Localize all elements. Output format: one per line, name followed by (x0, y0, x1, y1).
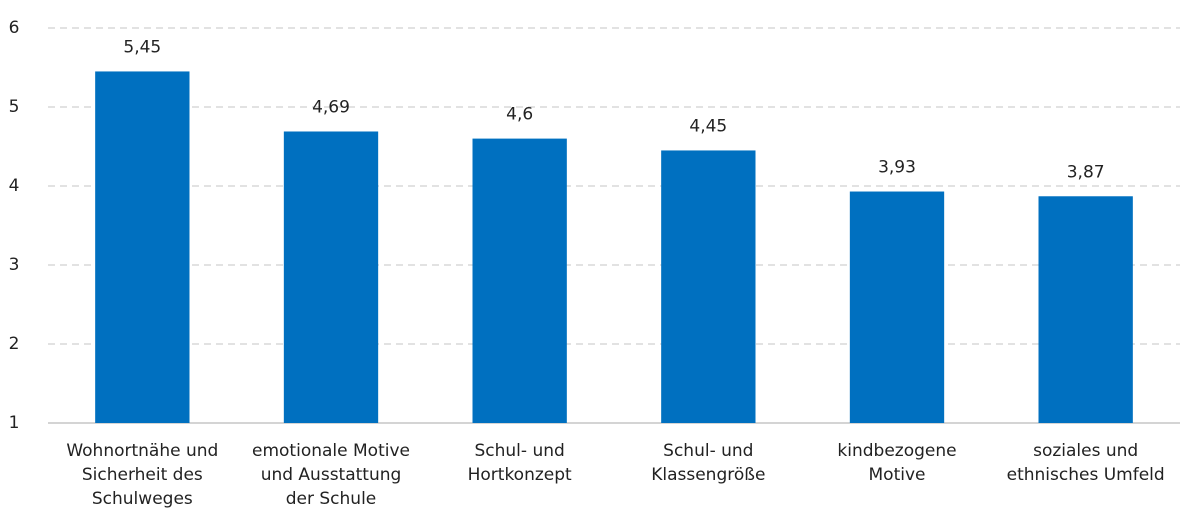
y-tick-label: 3 (9, 255, 20, 275)
y-tick-label: 2 (9, 334, 20, 354)
bar (95, 71, 190, 423)
y-tick-label: 6 (9, 18, 20, 38)
y-tick-label: 5 (9, 97, 20, 117)
bar (472, 138, 567, 423)
data-label: 4,6 (506, 105, 533, 125)
x-tick-label: Wohnortnähe und Sicherheit des Schulwege… (66, 441, 219, 509)
data-label: 4,45 (689, 116, 727, 136)
data-label: 4,69 (312, 97, 350, 117)
bar (283, 131, 379, 424)
x-tick-label: soziales und ethnisches Umfeld (1006, 441, 1165, 485)
y-tick-label: 4 (9, 176, 20, 196)
x-tick-label: Schul- und Hortkonzept (467, 441, 572, 485)
data-label: 5,45 (123, 37, 161, 57)
bar (661, 150, 756, 423)
data-label: 3,93 (878, 158, 916, 178)
y-tick-label: 1 (9, 413, 20, 433)
bar (849, 191, 945, 423)
x-tick-label: Schul- und Klassengröße (651, 441, 766, 485)
x-tick-label: kindbezogene Motive (837, 441, 957, 485)
bar (1038, 196, 1133, 423)
data-label: 3,87 (1067, 162, 1105, 182)
x-tick-label: emotionale Motive und Ausstattung der Sc… (252, 441, 410, 509)
